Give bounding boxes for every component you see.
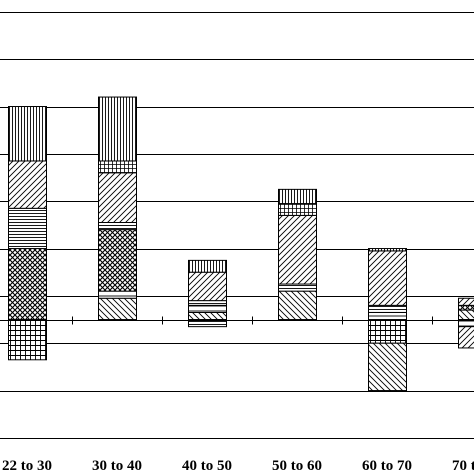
x-tick-label-0: 22 to 30 — [2, 458, 52, 474]
x-tick-label-3: 50 to 60 — [272, 458, 322, 474]
bar-segment-2-4 — [188, 300, 227, 306]
x-tick-label-5: 70 to 80 — [452, 458, 474, 474]
x-axis — [0, 316, 474, 325]
bar-segment-neg-4-1 — [368, 342, 407, 392]
bar-segment-3-5 — [278, 214, 317, 285]
bar-segment-5-1 — [458, 309, 474, 321]
bar-segment-2-2 — [188, 304, 227, 313]
bar-segment-neg-5-2 — [458, 319, 474, 328]
bar-segment-2-1 — [188, 311, 227, 321]
bar-segment-1-6 — [98, 160, 137, 174]
bar-segment-0-4 — [8, 207, 47, 250]
bar-segment-neg-0-0 — [8, 319, 47, 361]
bar-segment-2-5 — [188, 271, 227, 302]
bar-segment-1-5 — [98, 172, 137, 224]
gridlines — [0, 12, 474, 439]
bar-segment-3-7 — [278, 188, 317, 205]
bar-segment-5-5 — [458, 297, 474, 306]
x-tick-labels: 22 to 30 30 to 40 40 to 50 50 to 60 60 to 70… — [2, 458, 474, 474]
bar-segment-neg-2-4 — [188, 319, 227, 328]
bar-segment-3-6 — [278, 203, 317, 216]
bar-segment-4-7 — [368, 248, 407, 252]
bar-segment-neg-5-5 — [458, 326, 474, 349]
bar-segment-1-3 — [98, 229, 137, 292]
bar-segment-3-4 — [278, 283, 317, 292]
x-tick-label-4: 60 to 70 — [362, 458, 412, 474]
bar-segment-1-2 — [98, 290, 137, 299]
bar-segment-4-2 — [368, 311, 407, 321]
bar-segment-0-7 — [8, 106, 47, 162]
bar-segment-4-4 — [368, 304, 407, 313]
bar-segment-4-5 — [368, 250, 407, 306]
bar-segment-0-5 — [8, 160, 47, 209]
x-tick-label-2: 40 to 50 — [182, 458, 232, 474]
bar-segment-3-1 — [278, 290, 317, 321]
bar-segment-neg-4-0 — [368, 319, 407, 344]
bar-segment-2-7 — [188, 259, 227, 273]
bar-segment-5-3 — [458, 304, 474, 311]
bar-segment-0-3 — [8, 248, 47, 321]
bar-segment-1-4 — [98, 222, 137, 231]
x-tick-label-1: 30 to 40 — [92, 458, 142, 474]
bar-segment-1-1 — [98, 297, 137, 321]
bar-segment-1-7 — [98, 96, 137, 162]
bars — [8, 96, 474, 392]
